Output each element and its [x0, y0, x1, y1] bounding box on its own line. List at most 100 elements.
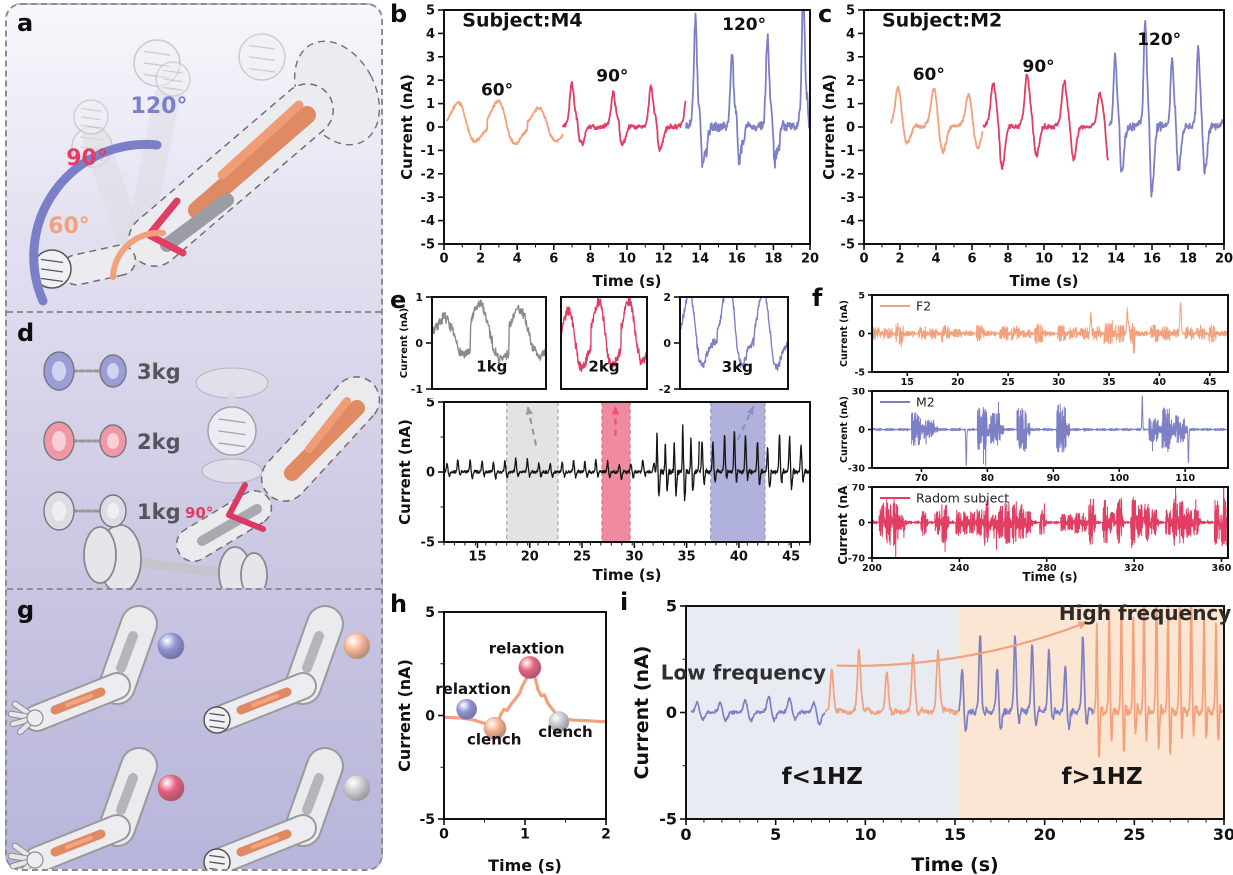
svg-text:Current (nA): Current (nA)	[839, 396, 850, 463]
svg-text:Current (nA): Current (nA)	[399, 308, 410, 378]
svg-text:6: 6	[549, 251, 558, 266]
svg-text:2: 2	[663, 292, 671, 304]
svg-text:1: 1	[520, 826, 530, 842]
svg-text:4: 4	[426, 27, 435, 42]
svg-text:-5: -5	[421, 238, 435, 253]
svg-text:Current (nA): Current (nA)	[838, 484, 850, 565]
chart-inset-1kg: -1 0 1 Current (nA) 1kg	[399, 291, 547, 396]
svg-text:relaxtion: relaxtion	[435, 680, 511, 698]
svg-text:1kg: 1kg	[476, 358, 507, 376]
svg-text:14: 14	[1107, 251, 1125, 266]
svg-text:1: 1	[426, 97, 435, 112]
svg-text:25: 25	[1002, 377, 1015, 387]
svg-text:35: 35	[1102, 377, 1115, 387]
chart-f2-trace: 15 20 25 30 35 40 45 -5 0 5 Current (nA) F2	[839, 290, 1229, 388]
svg-text:8: 8	[1003, 251, 1012, 266]
svg-text:4: 4	[513, 251, 522, 266]
svg-text:Current (nA): Current (nA)	[839, 300, 850, 367]
svg-text:-1: -1	[411, 383, 423, 396]
svg-text:Current (nA): Current (nA)	[820, 74, 838, 180]
svg-text:relaxtion: relaxtion	[489, 639, 565, 657]
svg-text:clench: clench	[467, 730, 521, 748]
svg-text:100: 100	[1109, 473, 1129, 483]
svg-text:15: 15	[468, 549, 486, 564]
chart-weight-lifting: 15 20 25 30 35 40 45 -5 0 5 Time (s) Current (nA)	[396, 396, 811, 584]
svg-text:16: 16	[1143, 251, 1161, 266]
svg-text:15: 15	[901, 377, 914, 387]
svg-text:5: 5	[426, 398, 435, 411]
chart-inset-2kg: 2kg	[560, 296, 648, 390]
svg-text:-30: -30	[848, 463, 866, 474]
svg-text:Time (s): Time (s)	[592, 272, 661, 290]
svg-text:360: 360	[1212, 563, 1232, 574]
svg-text:Low frequency: Low frequency	[661, 660, 826, 684]
svg-text:2: 2	[426, 74, 435, 89]
svg-text:12: 12	[655, 251, 673, 266]
svg-text:-4: -4	[421, 214, 435, 229]
svg-text:30: 30	[1213, 825, 1233, 844]
svg-text:10: 10	[1035, 251, 1053, 266]
svg-text:3kg: 3kg	[722, 358, 753, 376]
svg-text:5: 5	[425, 605, 435, 621]
left-column: a 120° 90° 60° d 3kg 2kg 1kg 90° g	[5, 3, 383, 875]
svg-text:0: 0	[680, 825, 691, 844]
dumbbell-illustration: 3kg 2kg 1kg 90°	[43, 351, 381, 600]
svg-text:120°: 120°	[131, 94, 188, 119]
svg-text:F2: F2	[916, 299, 931, 314]
panel-e-letter: e	[390, 286, 407, 314]
panel-e-main-chart: 15 20 25 30 35 40 45 -5 0 5 Time (s) Current (nA)	[396, 396, 818, 588]
svg-text:30: 30	[625, 549, 643, 564]
svg-text:25: 25	[573, 549, 591, 564]
svg-text:0: 0	[415, 337, 423, 350]
svg-text:2kg: 2kg	[137, 430, 181, 454]
panel-d: d 3kg 2kg 1kg 90°	[7, 311, 381, 600]
svg-text:5: 5	[770, 825, 781, 844]
svg-text:10: 10	[854, 825, 876, 844]
svg-text:0: 0	[846, 121, 855, 136]
svg-text:70: 70	[915, 473, 929, 483]
svg-text:40: 40	[730, 549, 748, 564]
svg-text:Time (s): Time (s)	[911, 854, 998, 875]
svg-text:90°: 90°	[185, 504, 213, 522]
svg-text:Current (nA): Current (nA)	[396, 659, 414, 772]
svg-text:5: 5	[666, 598, 677, 616]
svg-text:3kg: 3kg	[137, 360, 181, 384]
svg-text:Time (s): Time (s)	[592, 566, 661, 584]
svg-text:0: 0	[666, 703, 677, 722]
svg-text:Current (nA): Current (nA)	[398, 74, 416, 180]
svg-text:Current (nA): Current (nA)	[634, 646, 653, 780]
panel-h-letter: h	[390, 590, 408, 618]
svg-text:40: 40	[1153, 377, 1167, 387]
svg-text:-5: -5	[659, 810, 677, 829]
panel-b-letter: b	[390, 0, 408, 28]
svg-text:20: 20	[801, 251, 819, 266]
svg-text:70: 70	[852, 484, 866, 493]
clench-arms-illustration	[7, 605, 371, 875]
svg-text:Subject:M4: Subject:M4	[462, 9, 582, 31]
panel-c-letter: c	[818, 0, 833, 28]
svg-text:Time (s): Time (s)	[1022, 570, 1077, 584]
svg-text:5: 5	[426, 4, 435, 19]
svg-text:-1: -1	[421, 144, 435, 159]
svg-text:f>1HZ: f>1HZ	[1061, 764, 1142, 790]
panel-f-chart-f2: 15 20 25 30 35 40 45 -5 0 5 Current (nA) F2	[838, 290, 1233, 391]
svg-text:0: 0	[858, 518, 865, 529]
svg-text:30: 30	[852, 388, 866, 397]
svg-text:1: 1	[846, 97, 855, 112]
panel-e-inset-3kg: -2 0 2 3kg	[656, 291, 794, 402]
svg-text:-5: -5	[854, 367, 865, 378]
svg-text:-2: -2	[421, 167, 435, 182]
svg-text:5: 5	[858, 292, 865, 301]
svg-text:5: 5	[846, 4, 855, 19]
panel-e-inset-2kg: 2kg	[556, 292, 652, 402]
svg-text:0: 0	[439, 826, 449, 842]
svg-text:0: 0	[858, 329, 865, 340]
svg-text:-5: -5	[419, 812, 435, 828]
svg-text:110: 110	[1175, 473, 1195, 483]
svg-text:45: 45	[1203, 377, 1216, 387]
svg-text:1: 1	[415, 292, 423, 304]
panel-a-letter: a	[17, 9, 34, 37]
